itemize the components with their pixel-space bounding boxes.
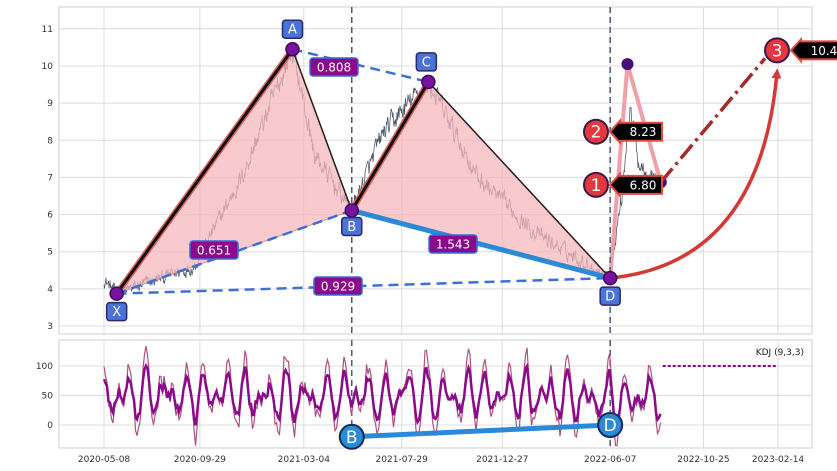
point-label-box (281, 19, 304, 39)
point-marker-d (602, 270, 618, 286)
target-callout-1 (608, 171, 663, 199)
ratio-label: 0.651 (197, 244, 231, 258)
divergence-marker-b (338, 423, 365, 450)
point-label-b: B (347, 220, 356, 235)
cd-leg (427, 81, 611, 279)
bc-leg (350, 80, 430, 212)
target-circle-2 (583, 118, 609, 145)
ratio-label-box (428, 234, 478, 254)
target-number-2: 2 (591, 123, 602, 143)
indicator-panel-frame (58, 339, 813, 449)
target-circle-3 (764, 37, 790, 64)
x-tick-label: 2020-05-08 (78, 455, 131, 465)
ratio-dashed-line (292, 48, 429, 84)
point-marker-b (344, 203, 360, 218)
point-label-a: A (288, 23, 297, 38)
y-tick-label: 3 (47, 322, 53, 332)
point-marker-c (421, 74, 436, 90)
point-label-box (599, 286, 621, 306)
point-label-box (415, 52, 438, 72)
ratio-label: 1.543 (436, 238, 470, 252)
divergence-label-d: D (604, 416, 617, 436)
post-d-peak-marker (621, 58, 634, 71)
ratio-label: 0.929 (321, 280, 355, 294)
point-label-x: X (112, 305, 121, 320)
x-tick-label: 2021-07-29 (376, 455, 429, 465)
divergence-label-b: B (346, 428, 358, 448)
point-label-box (341, 216, 363, 237)
indicator-y-tick-label: 50 (42, 392, 54, 402)
target-arrow (609, 68, 782, 280)
indicator-y-tick-label: 100 (36, 362, 53, 372)
indicator-panel: 2020-05-08 2020-09-29 2021-03-04 2021-07-29… (36, 339, 813, 465)
target-3-projection-line (659, 57, 767, 184)
kdj-k-line (102, 362, 662, 436)
xa-leg (115, 47, 294, 296)
x-tick-label: 2022-10-25 (677, 455, 729, 465)
y-tick-label: 8 (47, 136, 53, 146)
target-value-3: 10.42 (811, 44, 837, 58)
point-label-d: D (605, 290, 615, 305)
y-tick-label: 4 (47, 285, 53, 295)
point-marker-a (285, 41, 300, 57)
bd-leg (349, 207, 613, 281)
y-tick-label: 10 (42, 62, 54, 72)
x-tick-label: 2022-06-07 (584, 455, 636, 465)
kdj-legend-label: KDJ (9,3,3) (756, 348, 804, 358)
ratio-label-box (189, 240, 239, 260)
x-tick-label: 2020-09-29 (174, 455, 227, 465)
y-tick-label: 6 (47, 211, 53, 221)
y-tick-label: 9 (47, 99, 53, 109)
x-tick-label: 2023-02-14 (752, 455, 805, 465)
y-tick-label: 5 (47, 248, 53, 258)
kdj-divergence-line (349, 422, 613, 440)
divergence-marker-d (597, 412, 624, 438)
y-tick-label: 11 (42, 25, 53, 35)
target-callout-3 (789, 36, 837, 64)
ratio-dashed-line (116, 276, 611, 295)
point-label-box (105, 301, 128, 322)
ratio-label-box (313, 276, 363, 296)
target-number-3: 3 (772, 41, 783, 61)
point-marker-x (109, 286, 124, 301)
indicator-y-tick-label: 0 (47, 421, 53, 431)
x-tick-label: 2021-12-27 (476, 455, 528, 465)
target-value-2: 8.23 (630, 125, 657, 139)
target-circle-1 (583, 171, 609, 198)
target-number-1: 1 (591, 176, 602, 196)
target-value-1: 6.80 (630, 178, 657, 192)
point-label-c: C (422, 55, 431, 70)
ratio-label-box (309, 57, 359, 77)
y-tick-label: 7 (47, 173, 53, 183)
target-callout-2 (608, 118, 663, 146)
ratio-label: 0.808 (317, 61, 351, 75)
ab-leg (291, 48, 353, 211)
price-panel: 3 4 5 6 7 8 9 10 11 X A B C D 0.651 0.808 1.543 0.929 1 6.8… (42, 6, 837, 335)
x-tick-label: 2021-03-04 (278, 455, 331, 465)
ratio-dashed-line (116, 209, 353, 295)
